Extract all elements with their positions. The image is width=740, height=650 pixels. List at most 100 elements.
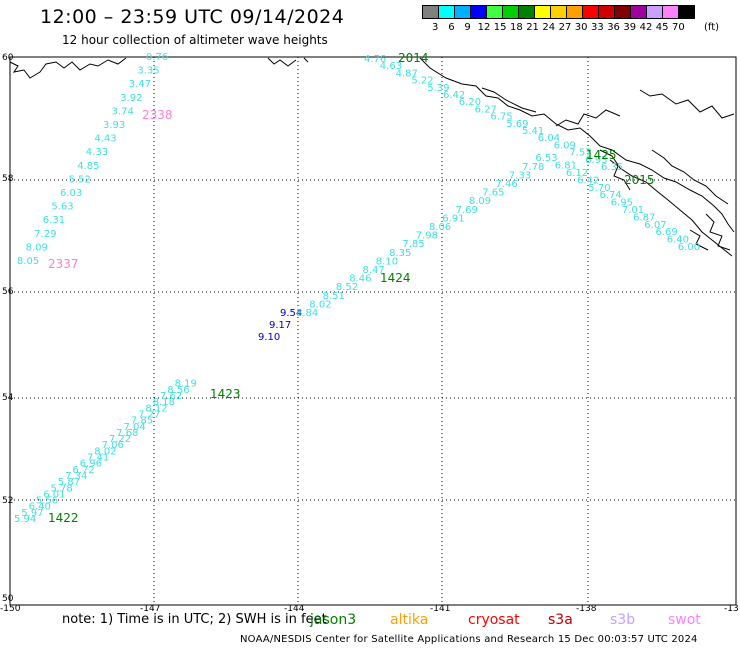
color-scale-swatches (422, 5, 695, 19)
wave-height-value: 4.63 (380, 61, 402, 72)
wave-height-value: 6.12 (566, 168, 588, 179)
satellite-name: jason3 (310, 612, 357, 628)
wave-height-value: 9.10 (258, 332, 280, 343)
wave-height-value: 8.52 (336, 282, 358, 293)
longitude-label: -144 (284, 604, 305, 614)
graticule (10, 57, 736, 605)
wave-height-value: 3.74 (112, 106, 134, 117)
latitude-label: 60 (2, 53, 14, 63)
wave-height-value: 7.62 (160, 391, 182, 402)
pass-time-label: 2014 (398, 51, 429, 65)
color-scale-label: 33 (591, 22, 604, 33)
wave-height-value: 7.04 (124, 422, 146, 433)
wave-height-value: 6.20 (459, 97, 481, 108)
wave-height-value: 5.56 (36, 496, 58, 507)
latitude-label: 50 (2, 594, 14, 604)
pass-time-label: 2337 (48, 257, 79, 271)
color-scale-label: 42 (639, 22, 653, 33)
wave-height-value: 5.94 (14, 514, 36, 525)
latitude-label: 56 (2, 287, 14, 297)
wave-height-value: 5.22 (411, 76, 433, 87)
wave-height-value: 8.12 (145, 403, 167, 414)
wave-height-value: 8.84 (296, 308, 318, 319)
color-scale-label: 21 (526, 22, 539, 33)
color-scale-label: 15 (493, 22, 507, 33)
wave-height-value: 6.91 (442, 213, 464, 224)
wave-height-value: 6.93 (585, 155, 607, 166)
wave-height-value: 6.00 (678, 242, 700, 253)
pass-time-label: 1422 (48, 511, 79, 525)
color-scale-label: 9 (464, 22, 471, 33)
satellite-tracks: 5.945.976.405.566.015.785.877.346.726.96… (14, 52, 700, 525)
wave-height-value: 7.41 (87, 453, 109, 464)
wave-height-value: 8.18 (153, 397, 175, 408)
longitude-label: -138 (576, 604, 597, 614)
wave-height-value: 6.40 (29, 502, 51, 513)
footer-note: note: 1) Time is in UTC; 2) SWH is in fe… (62, 612, 327, 627)
wave-height-value: 6.31 (43, 215, 65, 226)
wave-height-value: 3.47 (129, 79, 151, 90)
wave-height-value: 5.78 (51, 483, 73, 494)
color-scale-label: 18 (510, 22, 523, 33)
wave-height-value: 7.33 (509, 170, 531, 181)
wave-height-value: 8.51 (323, 291, 345, 302)
pass-time-label: 1423 (210, 387, 241, 401)
wave-height-value: 5.87 (58, 477, 80, 488)
wave-height-value: 7.85 (402, 239, 424, 250)
wave-height-value: 5.52 (69, 174, 91, 185)
color-scale-label: 39 (623, 22, 637, 33)
wave-height-value: 7.01 (622, 205, 644, 216)
pass-time-label: 2015 (624, 173, 655, 187)
wave-height-value: 7.65 (482, 188, 504, 199)
coastline-segment (9, 57, 127, 79)
wave-height-value: 5.97 (21, 508, 43, 519)
latitude-label: 52 (2, 496, 13, 506)
coastline-segment (303, 57, 309, 63)
wave-height-value: 7.69 (456, 205, 478, 216)
wave-height-value: 7.34 (65, 471, 87, 482)
satellite-name: cryosat (468, 612, 520, 628)
wave-height-value: 8.09 (469, 196, 491, 207)
wave-height-value: 6.96 (80, 459, 102, 470)
wave-height-value: 7.57 (569, 148, 591, 159)
axis-labels: 60 58 56 54 52 50-150 -147 -144 -141 -138 -13 (0, 53, 739, 614)
wave-height-value: 6.95 (611, 198, 633, 209)
wave-height-value: 8.02 (309, 299, 331, 310)
wave-height-value: 6.35 (601, 162, 623, 173)
coastline-segment (639, 89, 735, 119)
wave-height-value: 5.39 (427, 83, 449, 94)
wave-height-value: 4.85 (77, 161, 99, 172)
wave-height-value: 7.46 (496, 179, 518, 190)
map-frame (9, 56, 737, 606)
coastline-segment (609, 159, 631, 191)
wave-height-value: 6.04 (538, 133, 560, 144)
coastline-segment (599, 149, 733, 257)
wave-height-value: 9.17 (269, 320, 291, 331)
wave-height-value: 5.69 (506, 119, 528, 130)
wave-height-value: 3.35 (137, 66, 159, 77)
longitude-label: -13 (724, 604, 739, 614)
wave-height-value: 8.46 (349, 274, 371, 285)
coastline-segment (705, 213, 731, 251)
wave-height-value: 7.29 (34, 229, 56, 240)
color-scale-label: 70 (672, 22, 685, 33)
wave-height-value: 7.22 (109, 434, 131, 445)
wave-height-value: 4.87 (396, 68, 418, 79)
color-scale-label: 30 (574, 22, 588, 33)
color-scale-label: 27 (558, 22, 572, 33)
satellite-name: s3a (548, 612, 573, 628)
wave-height-value: 8.56 (167, 385, 189, 396)
wave-height-value: 7.98 (416, 231, 438, 242)
longitude-label: -141 (430, 604, 450, 614)
wave-height-value: 6.53 (535, 153, 557, 164)
wave-height-value: 4.33 (86, 147, 108, 158)
map-title: 12:00 – 23:59 UTC 09/14/2024 (40, 6, 345, 28)
wave-height-value: 9.54 (280, 308, 302, 319)
longitude-label: -147 (140, 604, 160, 614)
wave-height-value: 6.42 (577, 175, 599, 186)
satellite-name: swot (668, 612, 701, 628)
wave-height-value: 8.05 (17, 256, 39, 267)
coastline-segment (689, 229, 709, 251)
wave-height-value: 7.06 (102, 440, 124, 451)
